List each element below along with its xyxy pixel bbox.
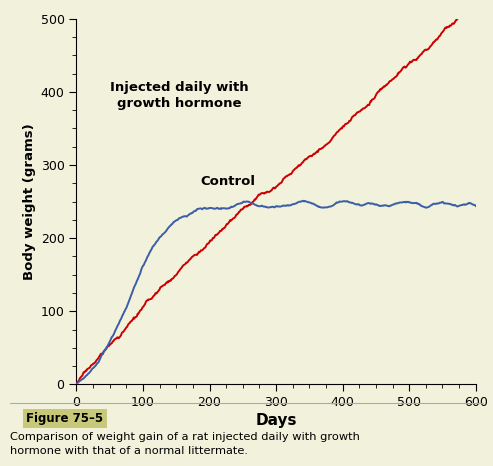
Text: Comparison of weight gain of a rat injected daily with growth
hormone with that : Comparison of weight gain of a rat injec…	[10, 432, 360, 456]
Text: Injected daily with
growth hormone: Injected daily with growth hormone	[110, 81, 249, 110]
X-axis label: Days: Days	[255, 413, 297, 428]
Text: Control: Control	[201, 175, 256, 187]
Y-axis label: Body weight (grams): Body weight (grams)	[24, 123, 36, 280]
Text: Figure 75–5: Figure 75–5	[27, 412, 104, 425]
